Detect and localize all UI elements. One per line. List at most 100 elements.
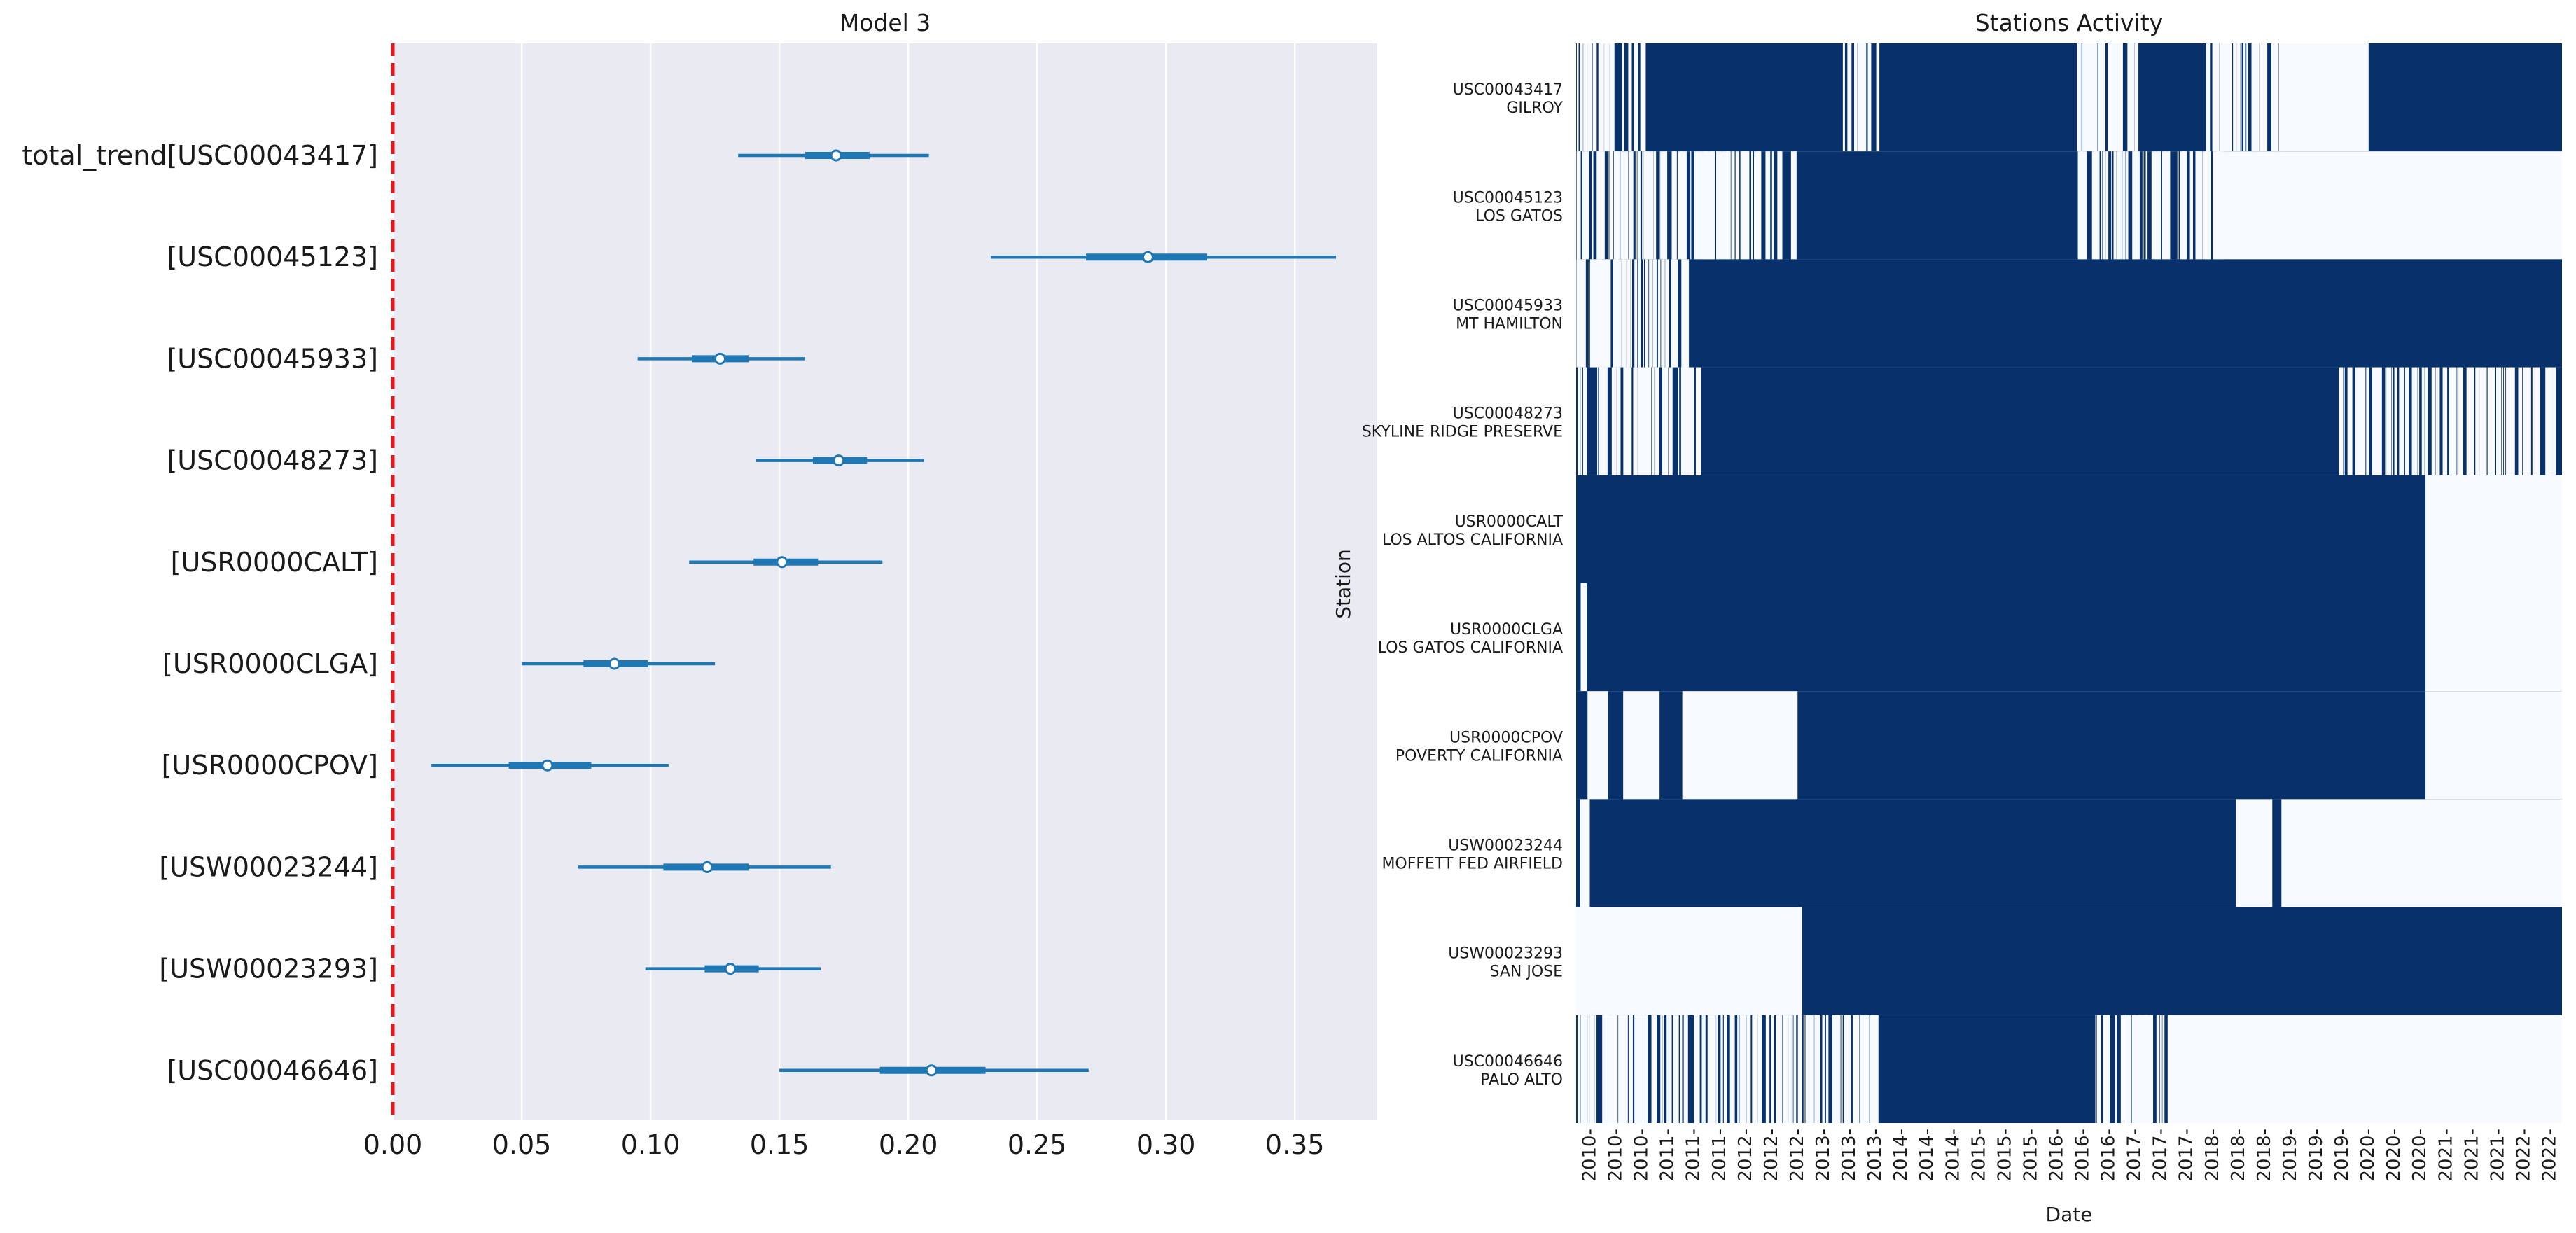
station-id-label: USC00045123 (1453, 189, 1563, 207)
heatmap-cell-missing (1587, 1015, 1590, 1123)
heatmap-cell-missing (1576, 43, 1579, 152)
heatmap-cell-missing (1617, 259, 1622, 368)
station-id-label: USR0000CALT (1455, 513, 1564, 531)
heatmap-cell-missing (1644, 1015, 1647, 1123)
heatmap-cell-missing (1627, 259, 1631, 368)
heatmap-cell-missing (1848, 43, 1852, 152)
heatmap-cell-missing (2214, 151, 2219, 260)
heatmap-row (1576, 583, 2562, 692)
heatmap-cell-missing (2425, 367, 2428, 475)
heatmap-cell-missing (1876, 43, 1879, 152)
heatmap-cell-missing (1613, 259, 1617, 368)
heatmap-cell-missing (1799, 1015, 1802, 1123)
station-id-label: USC00043417 (1453, 81, 1563, 99)
heatmap-cell-missing (1633, 367, 1638, 475)
heatmap-cell-missing (1671, 151, 1675, 260)
x-tick-label: 2016- (2073, 1129, 2094, 1182)
heatmap-cell-missing (2489, 367, 2494, 475)
heatmap-cell-missing (1641, 1015, 1643, 1123)
heatmap-cell-missing (1651, 367, 1653, 475)
x-tick-label: 2010- (1631, 1129, 1652, 1182)
y-tick-label: [USR0000CALT] (171, 547, 378, 578)
heatmap-cell-missing (1704, 151, 1709, 260)
heatmap-cell-missing (1588, 43, 1591, 152)
heatmap-cell-missing (2219, 43, 2223, 152)
y-tick-label: [USC00045933] (167, 343, 378, 374)
heatmap-cell-missing (1602, 1015, 1604, 1123)
y-axis-label: Station (1332, 549, 1355, 619)
heatmap-cell-missing (2103, 1015, 2105, 1123)
heatmap-cell-missing (2552, 367, 2556, 475)
heatmap-cell-missing (1651, 259, 1652, 368)
heatmap-cell-missing (2082, 43, 2087, 152)
heatmap-cell-missing (2435, 367, 2438, 475)
heatmap-cell-missing (2114, 43, 2118, 152)
heatmap-cell-missing (1645, 259, 1647, 368)
heatmap-cell-missing (1585, 1015, 1588, 1123)
mean-point (833, 454, 845, 467)
heatmap-cell-missing (2451, 367, 2454, 475)
heatmap-cell-missing (1688, 367, 1690, 475)
heatmap-row (1576, 475, 2562, 583)
heatmap-cell-missing (1865, 1015, 1870, 1123)
heatmap-cell-missing (1642, 151, 1644, 260)
heatmap-cell-missing (2280, 43, 2284, 152)
chart-title: Stations Activity (1975, 9, 2163, 36)
x-tick-label: 2013- (1813, 1129, 1834, 1182)
heatmap-cell-missing (1657, 259, 1661, 368)
heatmap-cell-missing (1595, 259, 1599, 368)
heatmap-cell-missing (2197, 151, 2199, 260)
heatmap-cell-missing (1577, 1015, 1580, 1123)
heatmap-cell-missing (1636, 1015, 1640, 1123)
heatmap-cell-missing (2414, 367, 2416, 475)
heatmap-cell-missing (1685, 367, 1689, 475)
heatmap-cell-missing (2477, 367, 2480, 475)
x-tick-label: 0.10 (621, 1129, 681, 1160)
heatmap-cell-missing (2375, 367, 2377, 475)
x-tick-label: 0.35 (1265, 1129, 1325, 1160)
heatmap-cell-missing (1662, 367, 1665, 475)
heatmap-cell-missing (2117, 43, 2119, 152)
heatmap-cell-missing (1617, 367, 1620, 475)
heatmap-cell-missing (2534, 367, 2536, 475)
mean-point (830, 149, 842, 162)
heatmap-cell-missing (1589, 1015, 1594, 1123)
heatmap-cell-missing (1671, 259, 1673, 368)
heatmap-cell-missing (1594, 1015, 1597, 1123)
heatmap-cell-missing (2527, 367, 2531, 475)
heatmap-cell-missing (1585, 151, 1589, 260)
heatmap-cell-missing (1665, 259, 1669, 368)
heatmap-cell-missing (2133, 151, 2135, 260)
x-tick-label: 2012- (1787, 1129, 1808, 1182)
heatmap-cell-missing (1672, 259, 1675, 368)
heatmap-cell-missing (1624, 259, 1627, 368)
heatmap-cell-missing (2537, 367, 2540, 475)
heatmap-cell-missing (1793, 151, 1797, 260)
heatmap-cell-missing (2431, 367, 2435, 475)
heatmap-cell-missing (1842, 43, 1845, 152)
heatmap-cell-missing (1697, 367, 1701, 475)
heatmap-cell-missing (1677, 151, 1682, 260)
heatmap-cell-missing (1757, 1015, 1761, 1123)
heatmap-cell-missing (1627, 151, 1629, 260)
heatmap-cell-missing (2501, 367, 2504, 475)
mean-point (713, 352, 726, 365)
heatmap-cell-missing (1823, 1015, 1825, 1123)
y-tick-label: [USW00023293] (159, 954, 378, 984)
heatmap-row (1576, 259, 2562, 368)
heatmap-cell-missing (1832, 1015, 1836, 1123)
heatmap-cell-missing (1668, 367, 1672, 475)
station-id-label: USW00023244 (1448, 837, 1563, 855)
heatmap-cell-missing (2509, 367, 2512, 475)
heatmap-cell-missing (1681, 151, 1683, 260)
x-tick-label: 0.05 (492, 1129, 552, 1160)
heatmap-cell-missing (1870, 43, 1872, 152)
station-name-label: LOS ALTOS CALIFORNIA (1382, 531, 1563, 549)
heatmap-cell-missing (2082, 151, 2086, 260)
heatmap-cell-missing (2198, 151, 2202, 260)
heatmap-cell-missing (1653, 151, 1657, 260)
heatmap-cell-missing (2453, 367, 2457, 475)
station-name-label: POVERTY CALIFORNIA (1395, 747, 1563, 765)
heatmap-cell-missing (1587, 43, 1589, 152)
heatmap-cell-missing (1612, 1015, 1615, 1123)
